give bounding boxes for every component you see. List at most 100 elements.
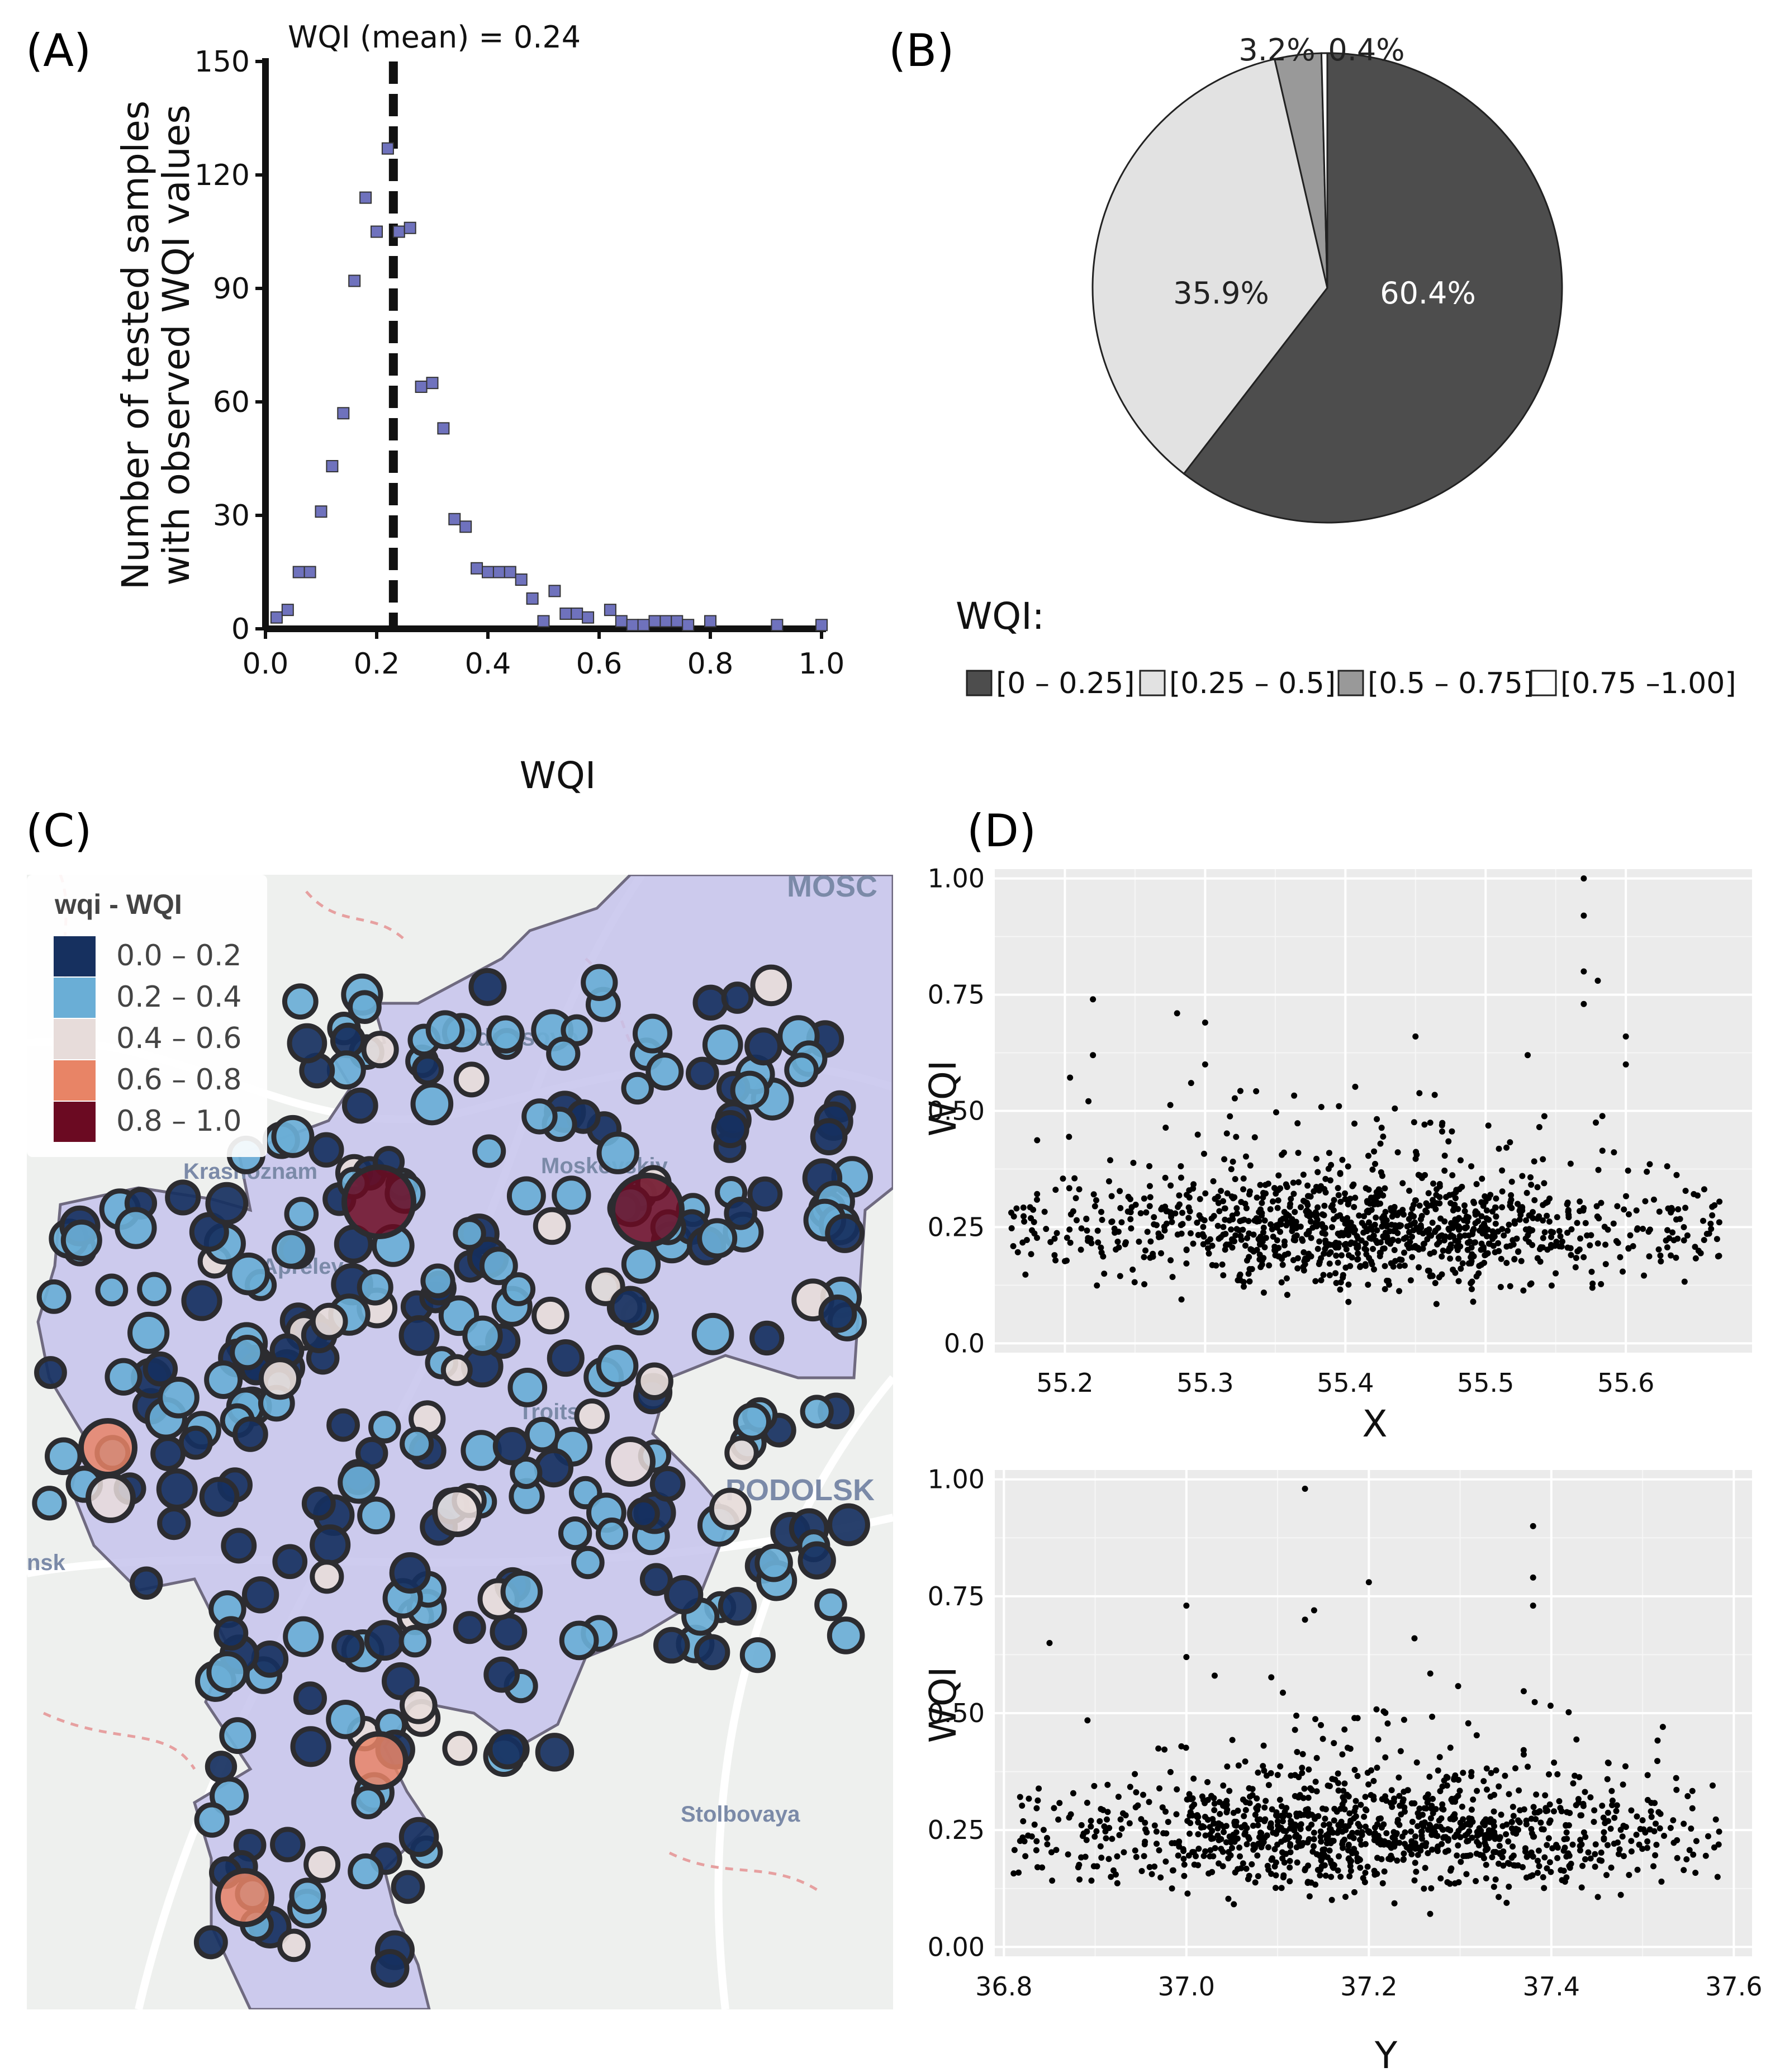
data-point bbox=[1378, 1125, 1385, 1131]
data-point bbox=[1439, 1805, 1445, 1812]
data-point bbox=[1279, 1262, 1286, 1268]
data-point bbox=[1525, 1052, 1531, 1059]
data-point bbox=[1455, 1842, 1461, 1849]
data-point bbox=[1194, 1814, 1200, 1820]
data-point bbox=[1111, 1225, 1118, 1232]
data-point bbox=[1506, 1861, 1513, 1867]
data-point bbox=[426, 377, 439, 390]
data-point bbox=[471, 562, 483, 575]
data-point bbox=[1565, 1212, 1572, 1218]
sample-marker bbox=[86, 1473, 136, 1523]
data-point bbox=[1326, 1821, 1332, 1828]
data-point bbox=[1091, 1203, 1098, 1210]
data-point bbox=[1573, 1255, 1579, 1262]
data-point bbox=[1167, 1257, 1174, 1264]
data-point bbox=[1510, 1804, 1516, 1810]
data-point bbox=[1422, 1843, 1429, 1850]
data-point bbox=[1379, 1223, 1385, 1230]
sample-marker bbox=[284, 1197, 319, 1231]
data-point bbox=[1262, 1816, 1269, 1823]
data-point bbox=[1483, 1215, 1490, 1222]
data-point bbox=[1280, 1689, 1287, 1696]
data-point bbox=[1288, 1218, 1294, 1225]
data-point bbox=[1374, 1240, 1380, 1246]
data-point bbox=[303, 566, 316, 579]
data-point bbox=[1191, 1801, 1198, 1808]
data-point bbox=[1195, 1845, 1202, 1852]
data-point bbox=[1249, 1792, 1256, 1799]
sample-marker bbox=[232, 1416, 268, 1452]
data-point bbox=[1709, 1212, 1716, 1218]
data-point bbox=[1469, 1278, 1475, 1285]
data-point bbox=[1528, 1182, 1535, 1188]
data-point bbox=[1668, 1209, 1674, 1216]
data-point bbox=[1536, 1124, 1542, 1131]
data-point bbox=[1232, 1232, 1239, 1239]
data-point bbox=[1223, 1839, 1230, 1846]
data-point bbox=[1246, 1254, 1252, 1260]
data-point bbox=[1357, 1263, 1364, 1269]
data-point bbox=[1292, 1727, 1298, 1733]
data-point bbox=[1275, 1197, 1281, 1204]
data-point bbox=[1628, 1848, 1635, 1855]
data-point bbox=[1425, 1190, 1432, 1197]
data-point bbox=[1132, 1804, 1139, 1810]
data-point bbox=[1070, 1208, 1076, 1215]
data-point bbox=[1325, 1854, 1331, 1861]
data-point bbox=[1565, 1822, 1572, 1829]
data-point bbox=[1439, 1801, 1446, 1808]
data-point bbox=[548, 585, 561, 598]
data-point bbox=[1094, 1227, 1101, 1234]
data-point bbox=[1178, 1174, 1184, 1181]
data-point bbox=[1208, 1215, 1215, 1222]
data-point bbox=[1142, 1826, 1148, 1833]
data-point bbox=[1445, 1138, 1452, 1145]
sample-marker bbox=[326, 1408, 360, 1442]
x-tick-label: 0.8 bbox=[687, 647, 734, 681]
data-point bbox=[1246, 1266, 1253, 1273]
sample-marker bbox=[810, 1118, 848, 1155]
data-point bbox=[1323, 1836, 1330, 1842]
data-point bbox=[1540, 1826, 1547, 1833]
data-point bbox=[1102, 1828, 1109, 1835]
data-point bbox=[1656, 1208, 1663, 1215]
legend-swatch bbox=[1139, 670, 1166, 696]
sample-marker bbox=[178, 1425, 213, 1460]
data-point bbox=[1516, 1787, 1522, 1794]
sample-marker bbox=[425, 1010, 465, 1050]
data-point bbox=[1689, 1805, 1696, 1812]
data-point bbox=[1146, 1864, 1153, 1870]
data-point bbox=[1446, 1880, 1453, 1887]
data-point bbox=[1256, 1208, 1262, 1215]
wqi-map[interactable]: OdintsovoKrasnoznamMoskovskiyAprelevTroi… bbox=[27, 875, 893, 2009]
x-tick-label: 0.0 bbox=[243, 647, 289, 681]
data-point bbox=[1427, 1273, 1434, 1279]
data-point bbox=[1229, 1737, 1236, 1743]
data-point bbox=[1591, 1818, 1597, 1825]
data-point bbox=[1472, 1209, 1479, 1216]
data-point bbox=[1674, 1837, 1681, 1843]
data-point bbox=[1144, 1229, 1151, 1235]
data-point bbox=[771, 619, 784, 632]
y-tick-label: 150 bbox=[194, 45, 250, 79]
data-point bbox=[1416, 1090, 1423, 1097]
data-point bbox=[1470, 1796, 1477, 1803]
data-point bbox=[1519, 1205, 1526, 1211]
data-point bbox=[1563, 1853, 1570, 1860]
data-point bbox=[1202, 1019, 1208, 1026]
y-tick-label: 30 bbox=[213, 499, 250, 533]
data-point bbox=[1295, 1179, 1302, 1186]
data-point bbox=[1220, 1272, 1227, 1279]
data-point bbox=[1342, 1190, 1349, 1197]
data-point bbox=[448, 513, 461, 525]
data-point bbox=[1161, 1224, 1167, 1230]
data-point bbox=[1370, 1232, 1377, 1239]
data-point bbox=[1287, 1858, 1293, 1865]
x-axis-title: Y bbox=[1374, 2034, 1398, 2072]
data-point bbox=[1399, 1180, 1406, 1187]
data-point bbox=[1383, 1798, 1390, 1804]
data-point bbox=[1200, 1852, 1207, 1859]
data-point bbox=[1692, 1255, 1699, 1262]
data-point bbox=[1306, 1209, 1312, 1216]
data-point bbox=[1020, 1818, 1027, 1824]
